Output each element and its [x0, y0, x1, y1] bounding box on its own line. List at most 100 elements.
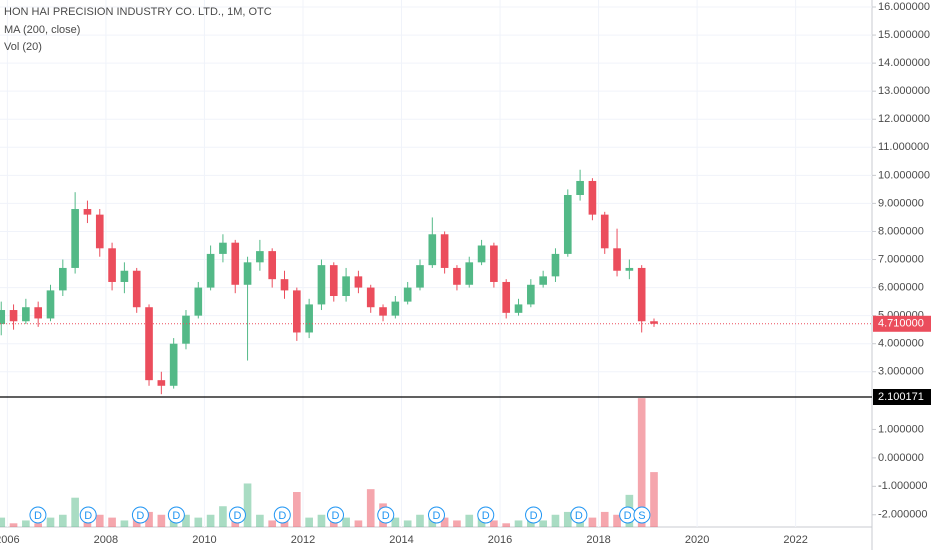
- y-tick-label: 14.000000: [878, 57, 930, 69]
- volume-bar: [268, 520, 277, 527]
- candle-body: [453, 267, 461, 285]
- candle-body: [169, 343, 178, 386]
- volume-bar: [588, 517, 597, 527]
- candle-body: [280, 279, 289, 291]
- event-marker: [228, 506, 246, 524]
- candle-body: [132, 270, 141, 308]
- candle-body: [182, 315, 190, 344]
- event-marker: [273, 506, 291, 524]
- candle-body: [71, 209, 79, 268]
- candle-body: [588, 180, 597, 215]
- y-tick-label: 9.000000: [878, 197, 924, 209]
- candle-body: [305, 304, 313, 333]
- x-tick-label: 2018: [586, 534, 610, 546]
- candle-body: [0, 310, 6, 325]
- volume-bar: [58, 514, 67, 527]
- candle-body: [514, 304, 523, 313]
- event-marker: [326, 506, 344, 524]
- marks: [0, 169, 658, 527]
- volume-bar: [403, 520, 412, 527]
- candle-body: [120, 270, 129, 282]
- candle-body: [440, 234, 449, 268]
- event-label: D: [172, 510, 180, 522]
- volume-bar: [256, 514, 264, 527]
- volume-bar: [71, 497, 79, 527]
- chart-title: HON HAI PRECISION INDUSTRY CO. LTD., 1M,…: [4, 6, 272, 18]
- y-tick-label: 12.000000: [878, 113, 930, 125]
- candle-body: [329, 265, 338, 297]
- volume-tick-label: -2.000000: [878, 509, 928, 521]
- candle-body: [34, 307, 42, 319]
- event-marker: [633, 506, 651, 524]
- candle-body: [403, 287, 412, 302]
- candle-body: [108, 248, 116, 282]
- grid: [0, 0, 872, 527]
- y-tick-label: 7.000000: [878, 253, 924, 265]
- x-tick-label: 2022: [783, 534, 807, 546]
- candle-body: [317, 265, 326, 305]
- event-label: D: [530, 510, 538, 522]
- x-tick-label: 2016: [488, 534, 512, 546]
- volume-bar: [453, 520, 461, 527]
- volume-bar: [416, 514, 424, 527]
- volume-bar: [391, 517, 400, 527]
- candle-body: [563, 194, 572, 254]
- candle-body: [231, 242, 240, 285]
- volume-bar: [95, 514, 104, 527]
- event-label: D: [278, 510, 286, 522]
- volume-tick-label: -1.000000: [878, 480, 928, 492]
- event-label: D: [332, 510, 340, 522]
- x-tick-label: 2012: [291, 534, 315, 546]
- last-price-box: [873, 315, 931, 332]
- volume-bar: [157, 514, 166, 527]
- candle-body: [95, 214, 104, 249]
- volume-bar: [9, 523, 18, 527]
- candle-body: [219, 242, 227, 254]
- volume-bar: [182, 514, 190, 527]
- candle-body: [342, 276, 350, 297]
- y-tick-label: 16.000000: [878, 1, 930, 13]
- volume-bar: [563, 511, 572, 527]
- candle-body: [58, 267, 67, 291]
- volume-bar: [502, 523, 511, 527]
- volume-tick-label: 1.000000: [878, 423, 924, 435]
- volume-bar: [342, 517, 350, 527]
- event-marker: [525, 506, 543, 524]
- candle-body: [293, 290, 301, 333]
- candle-body: [206, 253, 215, 288]
- volume-bar: [613, 514, 621, 527]
- volume-bar: [650, 472, 658, 527]
- event-label: D: [84, 510, 92, 522]
- x-tick-label: 2010: [192, 534, 216, 546]
- volume-bar: [46, 517, 55, 527]
- event-marker: [79, 506, 97, 524]
- x-tick-label: 2008: [94, 534, 118, 546]
- volume-bar: [637, 398, 646, 527]
- y-tick-label: 13.000000: [878, 85, 930, 97]
- candle-body: [490, 245, 498, 282]
- event-label: D: [575, 510, 583, 522]
- candle-body: [243, 262, 252, 285]
- pane-bottom-label: 2.100171: [878, 391, 924, 403]
- candle-body: [637, 267, 646, 322]
- volume-tick-label: 0.000000: [878, 452, 924, 464]
- indicator-label: Vol (20): [4, 41, 42, 53]
- y-tick-label: 15.000000: [878, 29, 930, 41]
- event-label: D: [433, 510, 441, 522]
- event-marker: [131, 506, 149, 524]
- event-marker: [477, 506, 495, 524]
- y-tick-label: 11.000000: [878, 141, 929, 153]
- candle-body: [83, 209, 92, 215]
- volume-bar: [329, 520, 338, 527]
- y-tick-label: 10.000000: [878, 169, 930, 181]
- y-tick-label: 3.000000: [878, 366, 924, 378]
- candle-body: [576, 180, 584, 195]
- candle-body: [650, 321, 658, 324]
- event-label: D: [482, 510, 490, 522]
- volume-bar: [22, 520, 30, 527]
- volume-bar: [108, 517, 116, 527]
- volume-bar: [145, 511, 153, 527]
- y-tick-label: 8.000000: [878, 225, 924, 237]
- volume-bar: [293, 492, 301, 527]
- event-marker: [167, 506, 185, 524]
